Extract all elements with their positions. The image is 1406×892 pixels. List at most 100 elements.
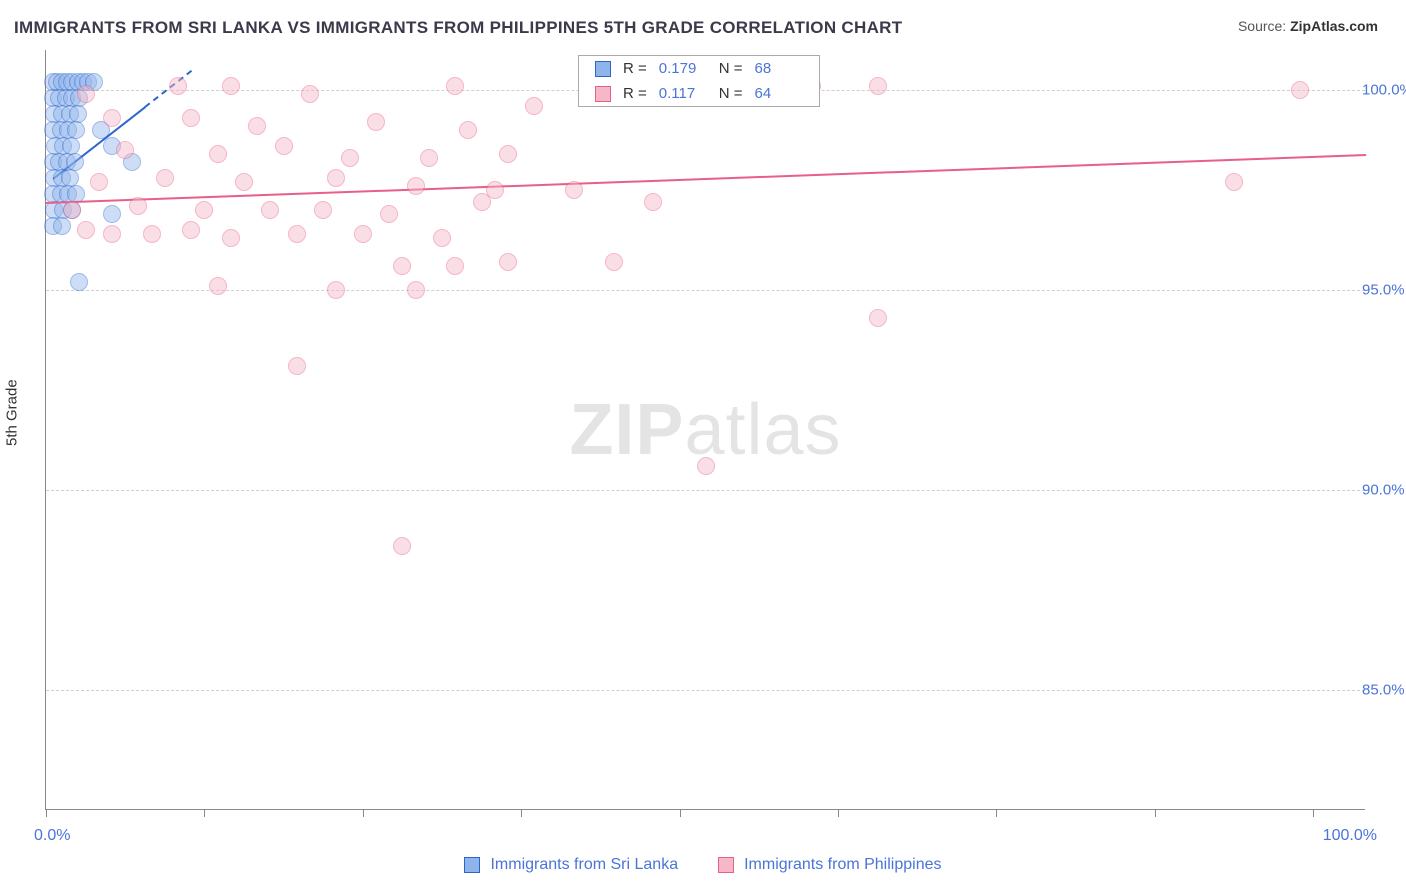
data-point-philippines bbox=[1225, 173, 1243, 191]
legend-row-sri_lanka: R = 0.179 N = 68 bbox=[579, 56, 819, 81]
data-point-philippines bbox=[420, 149, 438, 167]
data-point-philippines bbox=[341, 149, 359, 167]
data-point-philippines bbox=[77, 221, 95, 239]
chart-title: IMMIGRANTS FROM SRI LANKA VS IMMIGRANTS … bbox=[14, 18, 902, 38]
source-attribution: Source: ZipAtlas.com bbox=[1238, 18, 1378, 34]
data-point-philippines bbox=[433, 229, 451, 247]
y-tick-label: 85.0% bbox=[1362, 682, 1370, 699]
data-point-philippines bbox=[354, 225, 372, 243]
data-point-philippines bbox=[182, 109, 200, 127]
data-point-philippines bbox=[407, 281, 425, 299]
gridline-h bbox=[46, 690, 1365, 691]
gridline-h bbox=[46, 490, 1365, 491]
data-point-philippines bbox=[63, 201, 81, 219]
x-tick bbox=[1313, 809, 1314, 817]
n-value-sri_lanka: 68 bbox=[755, 60, 803, 77]
data-point-philippines bbox=[380, 205, 398, 223]
x-tick bbox=[1155, 809, 1156, 817]
data-point-philippines bbox=[129, 197, 147, 215]
data-point-philippines bbox=[869, 309, 887, 327]
data-point-philippines bbox=[103, 109, 121, 127]
data-point-philippines bbox=[446, 77, 464, 95]
data-point-philippines bbox=[697, 457, 715, 475]
data-point-philippines bbox=[275, 137, 293, 155]
x-tick bbox=[363, 809, 364, 817]
series-legend: Immigrants from Sri Lanka Immigrants from… bbox=[0, 856, 1406, 874]
n-label: N = bbox=[719, 60, 743, 77]
data-point-philippines bbox=[459, 121, 477, 139]
data-point-philippines bbox=[644, 193, 662, 211]
legend-swatch-philippines bbox=[718, 857, 734, 873]
data-point-philippines bbox=[222, 77, 240, 95]
legend-swatch-sri_lanka bbox=[464, 857, 480, 873]
watermark-bold: ZIP bbox=[569, 390, 684, 470]
legend-item-sri_lanka: Immigrants from Sri Lanka bbox=[464, 856, 678, 874]
data-point-philippines bbox=[103, 225, 121, 243]
correlation-legend: R = 0.179 N = 68 R = 0.117 N = 64 bbox=[578, 55, 820, 107]
x-tick bbox=[680, 809, 681, 817]
legend-swatch-philippines bbox=[595, 86, 611, 102]
r-value-philippines: 0.117 bbox=[659, 85, 707, 102]
data-point-philippines bbox=[525, 97, 543, 115]
data-point-philippines bbox=[407, 177, 425, 195]
data-point-sri_lanka bbox=[70, 273, 88, 291]
data-point-sri_lanka bbox=[103, 205, 121, 223]
data-point-philippines bbox=[209, 145, 227, 163]
data-point-philippines bbox=[288, 225, 306, 243]
data-point-philippines bbox=[314, 201, 332, 219]
data-point-philippines bbox=[195, 201, 213, 219]
data-point-philippines bbox=[301, 85, 319, 103]
data-point-philippines bbox=[222, 229, 240, 247]
gridline-h bbox=[46, 290, 1365, 291]
data-point-philippines bbox=[261, 201, 279, 219]
n-label: N = bbox=[719, 85, 743, 102]
data-point-philippines bbox=[473, 193, 491, 211]
data-point-philippines bbox=[1291, 81, 1309, 99]
n-value-philippines: 64 bbox=[755, 85, 803, 102]
data-point-sri_lanka bbox=[53, 217, 71, 235]
r-label: R = bbox=[623, 60, 647, 77]
x-tick bbox=[838, 809, 839, 817]
data-point-philippines bbox=[605, 253, 623, 271]
r-value-sri_lanka: 0.179 bbox=[659, 60, 707, 77]
r-label: R = bbox=[623, 85, 647, 102]
data-point-philippines bbox=[116, 141, 134, 159]
data-point-philippines bbox=[235, 173, 253, 191]
y-tick-label: 90.0% bbox=[1362, 482, 1370, 499]
x-max-label: 100.0% bbox=[1323, 827, 1377, 845]
data-point-philippines bbox=[499, 145, 517, 163]
scatter-plot-area: ZIPatlas 85.0%90.0%95.0%100.0%0.0%100.0% bbox=[45, 50, 1365, 810]
source-prefix: Source: bbox=[1238, 18, 1290, 34]
data-point-philippines bbox=[209, 277, 227, 295]
legend-row-philippines: R = 0.117 N = 64 bbox=[579, 81, 819, 106]
data-point-philippines bbox=[367, 113, 385, 131]
data-point-philippines bbox=[77, 85, 95, 103]
y-tick-label: 100.0% bbox=[1362, 82, 1370, 99]
data-point-philippines bbox=[499, 253, 517, 271]
legend-label-philippines: Immigrants from Philippines bbox=[744, 856, 941, 874]
data-point-philippines bbox=[869, 77, 887, 95]
source-name: ZipAtlas.com bbox=[1290, 18, 1378, 34]
data-point-philippines bbox=[327, 169, 345, 187]
x-tick bbox=[521, 809, 522, 817]
data-point-philippines bbox=[565, 181, 583, 199]
data-point-philippines bbox=[156, 169, 174, 187]
data-point-philippines bbox=[169, 77, 187, 95]
data-point-philippines bbox=[248, 117, 266, 135]
data-point-philippines bbox=[327, 281, 345, 299]
data-point-philippines bbox=[182, 221, 200, 239]
legend-item-philippines: Immigrants from Philippines bbox=[718, 856, 941, 874]
x-tick bbox=[996, 809, 997, 817]
data-point-philippines bbox=[143, 225, 161, 243]
data-point-philippines bbox=[90, 173, 108, 191]
data-point-philippines bbox=[393, 257, 411, 275]
data-point-philippines bbox=[446, 257, 464, 275]
data-point-philippines bbox=[393, 537, 411, 555]
legend-label-sri_lanka: Immigrants from Sri Lanka bbox=[490, 856, 678, 874]
x-tick bbox=[204, 809, 205, 817]
data-point-philippines bbox=[288, 357, 306, 375]
x-tick bbox=[46, 809, 47, 817]
x-min-label: 0.0% bbox=[34, 827, 70, 845]
y-tick-label: 95.0% bbox=[1362, 282, 1370, 299]
y-axis-label: 5th Grade bbox=[4, 379, 21, 446]
